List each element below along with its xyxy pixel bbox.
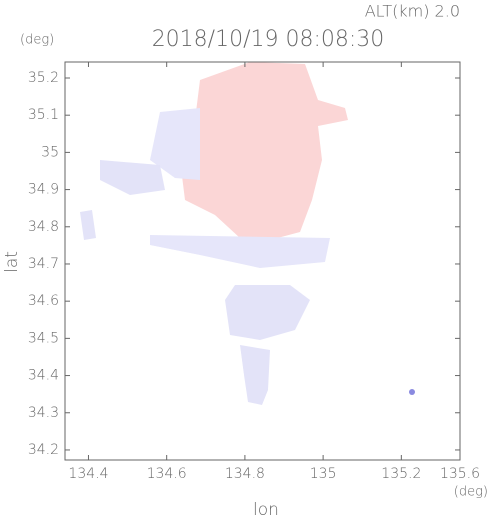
- x-unit: (deg): [454, 485, 488, 500]
- y-tick-label: 35.1: [28, 107, 59, 123]
- echo-area: [150, 235, 330, 268]
- echo-area: [409, 389, 415, 395]
- echo-area: [180, 62, 348, 240]
- echo-field: [80, 62, 415, 405]
- x-tick-label: 134.4: [68, 466, 108, 482]
- altitude-label: ALT(km) 2.0: [365, 2, 460, 21]
- y-tick-label: 34.3: [28, 405, 59, 421]
- x-axis-label: lon: [253, 500, 279, 520]
- y-tick-label: 34.8: [28, 219, 59, 235]
- x-tick-label: 135.2: [381, 466, 421, 482]
- y-unit: (deg): [20, 33, 54, 48]
- x-tick-label: 135.6: [440, 466, 480, 482]
- y-tick-label: 34.6: [28, 293, 59, 309]
- y-tick-label: 34.7: [28, 256, 59, 272]
- x-tick-label: 134.8: [225, 466, 265, 482]
- echo-area: [80, 210, 96, 240]
- plot-frame: [64, 61, 461, 461]
- x-tick-label: 135: [310, 466, 337, 482]
- y-tick-label: 34.5: [28, 330, 59, 346]
- echo-area: [240, 345, 270, 405]
- echo-area: [100, 160, 165, 195]
- y-axis-label: lat: [2, 251, 22, 273]
- y-tick-label: 34.2: [28, 442, 59, 458]
- y-tick-label: 35.2: [28, 70, 59, 86]
- y-tick-label: 35: [41, 144, 59, 160]
- y-tick-label: 34.9: [28, 182, 59, 198]
- echo-area: [225, 285, 310, 340]
- x-tick-label: 134.6: [147, 466, 187, 482]
- echo-area: [150, 108, 200, 180]
- y-tick-label: 34.4: [28, 368, 59, 384]
- chart-title: 2018/10/19 08:08:30: [152, 27, 385, 52]
